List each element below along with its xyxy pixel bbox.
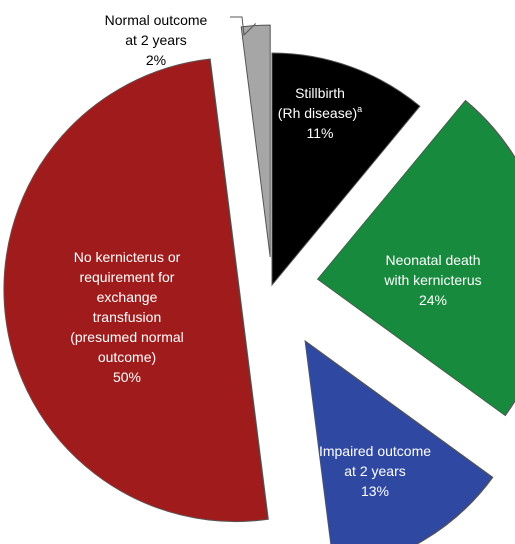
slice-label-line: at 2 years [125,32,186,48]
pie-slice-impaired-outcome [304,339,494,544]
slice-label-line: Stillbirth [295,85,345,101]
slice-label-line: with kernicterus [383,272,481,288]
pie-slice-stillbirth [271,52,421,287]
slice-label-line: Neonatal death [386,252,481,268]
slice-label-neonatal-death: Neonatal death with kernicterus 24% [383,252,481,308]
slice-label-line: requirement for [80,269,175,285]
slice-label-line: Normal outcome [105,12,208,28]
slice-label-line: No kernicterus or [74,249,181,265]
slice-label-line: exchange [97,289,158,305]
slice-value-label-stillbirth: 11% [307,125,334,141]
slice-label-superscript: a [357,104,362,114]
slice-label-stillbirth: Stillbirth (Rh disease)a 11% [278,85,362,141]
leader-line-normal-outcome [230,16,257,37]
slice-label-normal-outcome: Normal outcome at 2 years 2% [105,12,208,68]
slice-value-label-impaired-outcome: 13% [361,483,389,499]
pie-slices [3,24,515,544]
slice-label-impaired-outcome: Impaired outcome at 2 years 13% [319,443,431,499]
pie-slice-neonatal-death [316,99,515,417]
slice-value-label-no-kernicterus: 50% [113,369,141,385]
slice-label-line: Impaired outcome [319,443,431,459]
slice-label-line: at 2 years [344,463,405,479]
pie-slice-no-kernicterus [3,58,269,522]
pie-labels: Stillbirth (Rh disease)a 11% Neonatal death… [70,12,481,499]
slice-label-line: outcome) [98,349,156,365]
slice-value-label-normal-outcome: 2% [146,52,166,68]
slice-label-line: transfusion [93,309,161,325]
slice-value-label-neonatal-death: 24% [419,292,447,308]
pie-slice-normal-outcome [240,24,271,258]
slice-label-no-kernicterus: No kernicterus or requirement for exchange… [70,249,184,385]
slice-label-line: (presumed normal [70,329,184,345]
slice-label-line: (Rh disease)a [278,104,362,121]
